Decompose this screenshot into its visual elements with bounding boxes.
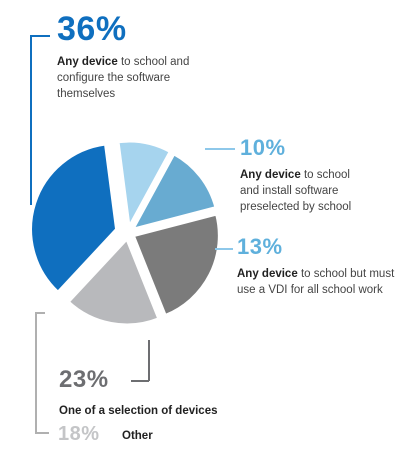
- leader-line-18-top: [35, 312, 45, 314]
- pct-label-23: 23%: [59, 366, 109, 393]
- leader-line-23-v: [148, 340, 150, 381]
- desc-13-bold: Any device: [237, 268, 298, 280]
- desc-23: One of a selection of devices: [59, 403, 259, 419]
- desc-36-bold: Any device: [57, 56, 118, 68]
- desc-36: Any device to school and configure the s…: [57, 54, 217, 102]
- leader-line-10-h: [205, 148, 235, 150]
- pie-slice-23: [131, 212, 221, 318]
- leader-line-36: [30, 35, 32, 205]
- leader-line-36-top: [30, 35, 50, 37]
- leader-line-13-h: [215, 248, 233, 250]
- desc-36-rest: to school and configure the software the…: [57, 56, 190, 100]
- pie-slice-10: [116, 139, 173, 232]
- pct-label-36: 36%: [57, 10, 127, 48]
- desc-23-bold: One of a selection of devices: [59, 405, 218, 417]
- desc-13-rest: to school but must use a VDI for all sch…: [237, 268, 395, 296]
- desc-10: Any device to school and install softwar…: [240, 167, 370, 215]
- pct-label-13: 13%: [237, 234, 283, 259]
- pct-label-10: 10%: [240, 135, 286, 160]
- desc-10-rest: to school and install software preselect…: [240, 169, 352, 213]
- pie-slice-18: [66, 236, 161, 327]
- pie-slice-13: [129, 151, 218, 232]
- leader-line-18-v: [35, 312, 37, 433]
- desc-18: Other: [122, 428, 202, 444]
- desc-13: Any device to school but must use a VDI …: [237, 266, 407, 298]
- leader-line-23-h: [131, 380, 149, 382]
- leader-line-18-bottom: [35, 432, 49, 434]
- desc-18-bold: Other: [122, 430, 153, 442]
- pie-slice-36: [29, 142, 119, 295]
- pct-label-18: 18%: [58, 423, 100, 445]
- desc-10-bold: Any device: [240, 169, 301, 181]
